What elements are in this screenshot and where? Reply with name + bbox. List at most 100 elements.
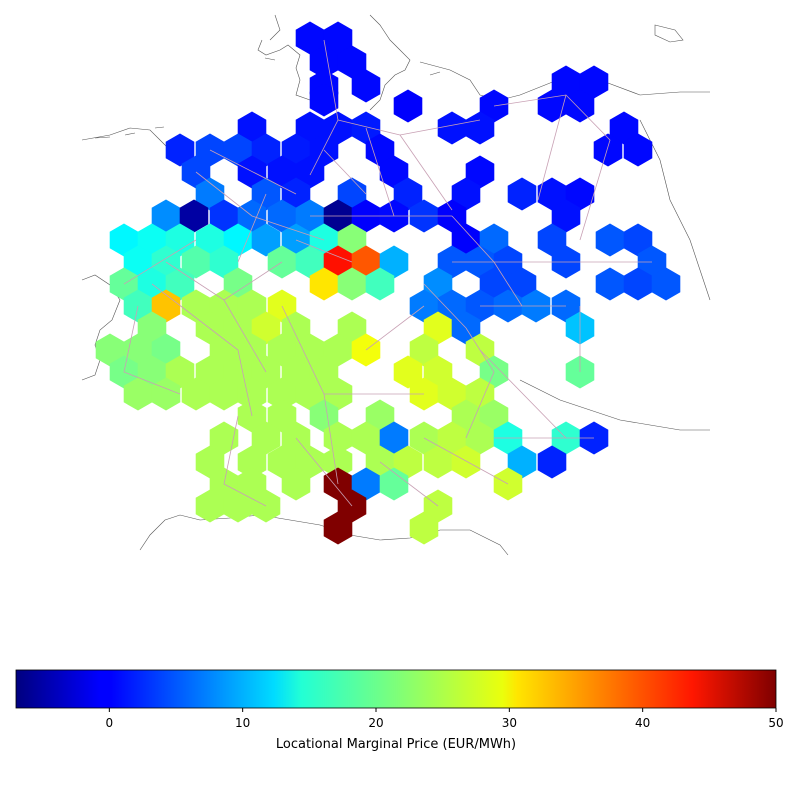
hex-cell [351,69,381,103]
hex-cell [195,311,225,345]
transmission-line [451,215,523,307]
hex-cell [123,245,153,279]
transmission-line [479,349,567,439]
transmission-line [123,239,197,285]
hex-cell [379,421,409,455]
transmission-line [295,239,353,263]
colorbar-label: Locational Marginal Price (EUR/MWh) [276,737,516,752]
hex-cell [209,199,239,233]
hex-cell [479,223,509,257]
hex-cell [507,177,537,211]
hex-cell [267,377,297,411]
hex-cell [507,267,537,301]
hex-cell [251,421,281,455]
hex-cell [379,155,409,189]
colorbar-tick-label: 50 [768,716,783,730]
hex-cell [251,223,281,257]
transmission-line [423,283,467,329]
hex-cell [281,355,311,389]
hexbin-cells [95,21,681,545]
hex-cell [423,267,453,301]
colorbar: 0 10 20 30 40 50 Locational Marginal Price (E… [15,669,784,752]
country-borders [81,14,711,556]
hex-cell [323,421,353,455]
hex-cell [593,133,623,167]
hex-cell [365,133,395,167]
hex-cell [337,45,367,79]
hex-cell [195,223,225,257]
hex-cell [537,223,567,257]
hex-cell [181,245,211,279]
hex-cell [223,489,253,523]
hex-cell [465,377,495,411]
hex-cell [609,111,639,145]
hex-cell [393,177,423,211]
hex-cell [237,377,267,411]
hex-cell [351,421,381,455]
hex-cell [281,133,311,167]
hex-cell [437,289,467,323]
hex-cell [237,155,267,189]
transmission-line [223,415,267,507]
transmission-line [579,139,611,241]
hex-cell [423,311,453,345]
hex-cell [393,355,423,389]
hex-cell [267,399,297,433]
hex-cell [151,289,181,323]
hex-cell [409,333,439,367]
transmission-line [465,327,495,439]
hex-cell [295,155,325,189]
hex-cell [409,511,439,545]
hex-cell [379,467,409,501]
hex-cell [137,311,167,345]
hex-cell [423,445,453,479]
hex-cell [309,399,339,433]
hex-cell [337,311,367,345]
hex-cell [393,445,423,479]
hex-cell [309,267,339,301]
hex-cell [309,355,339,389]
colorbar-tick-label: 10 [235,716,250,730]
hex-cell [323,511,353,545]
transmission-line [365,305,425,351]
hex-cell [579,65,609,99]
hex-cell [309,45,339,79]
hex-cell [537,177,567,211]
colorbar-ticks: 0 10 20 30 40 50 [106,708,784,730]
hex-cell [165,133,195,167]
hex-cell [623,133,653,167]
hex-cell [379,245,409,279]
hex-cell [137,223,167,257]
hex-cell [309,83,339,117]
colorbar-tick-label: 0 [106,716,114,730]
transmission-line [537,94,567,201]
hex-cell [209,333,239,367]
transmission-line [323,149,367,195]
hex-cell [223,267,253,301]
hex-cell [181,289,211,323]
hex-cell [151,333,181,367]
hex-cell [109,223,139,257]
hex-cell [223,223,253,257]
hex-cell [295,21,325,55]
hex-cell [465,111,495,145]
hex-cell [451,445,481,479]
hex-cell [223,133,253,167]
hex-cell [237,467,267,501]
hex-cell [251,311,281,345]
transmission-line [123,305,181,395]
transmission-line [423,437,509,485]
hex-cell [365,399,395,433]
hex-cell [267,199,297,233]
hex-cell [551,199,581,233]
hex-cell [393,89,423,123]
hex-cell [595,223,625,257]
hex-cell [323,21,353,55]
hex-cell [537,89,567,123]
hex-cell [195,489,225,523]
hex-cell [507,445,537,479]
hex-cell [351,245,381,279]
hex-cell [437,421,467,455]
hex-cell [537,445,567,479]
hex-cell [295,111,325,145]
